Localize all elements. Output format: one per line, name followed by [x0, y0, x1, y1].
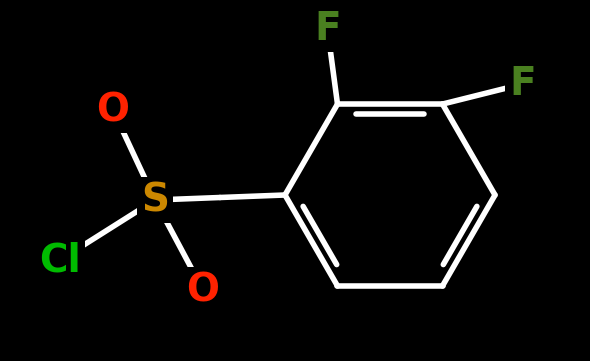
Text: O: O	[97, 91, 129, 129]
Text: S: S	[141, 181, 169, 219]
Text: F: F	[314, 10, 341, 48]
Text: F: F	[509, 65, 536, 103]
Text: O: O	[186, 271, 219, 309]
Text: Cl: Cl	[39, 241, 81, 279]
